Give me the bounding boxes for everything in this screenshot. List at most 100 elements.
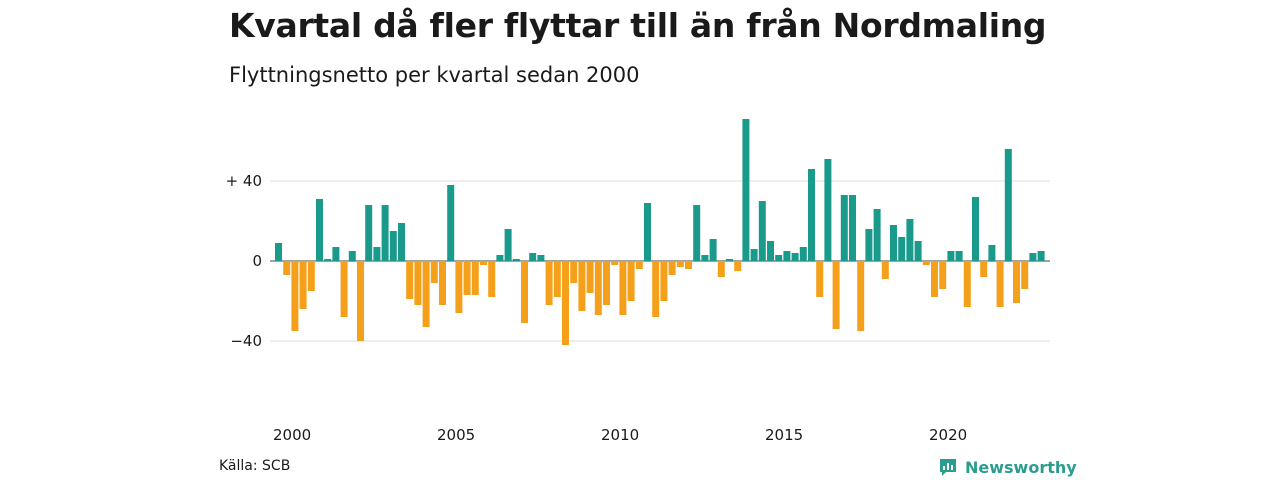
bar bbox=[816, 261, 824, 297]
bar bbox=[906, 219, 914, 261]
bars bbox=[275, 119, 1045, 345]
bar bbox=[947, 251, 955, 261]
bar bbox=[406, 261, 414, 299]
bar bbox=[1029, 253, 1037, 261]
bar bbox=[668, 261, 676, 275]
source-note: Källa: SCB bbox=[219, 458, 291, 474]
bar bbox=[488, 261, 496, 297]
y-axis-ticks: + 40 0 −40 bbox=[226, 172, 262, 350]
newsworthy-logo-icon bbox=[940, 459, 956, 476]
y-tick-label: 0 bbox=[252, 252, 262, 270]
bar bbox=[430, 261, 438, 283]
bar bbox=[881, 261, 889, 279]
bar bbox=[709, 239, 717, 261]
bar bbox=[931, 261, 938, 297]
bar bbox=[275, 243, 282, 261]
bar bbox=[340, 261, 348, 317]
bar bbox=[644, 203, 651, 261]
bar bbox=[799, 247, 807, 261]
bar bbox=[357, 261, 364, 341]
bar bbox=[529, 253, 537, 261]
y-tick-label: −40 bbox=[230, 332, 262, 350]
bar bbox=[455, 261, 463, 313]
bar bbox=[750, 249, 758, 261]
bar bbox=[627, 261, 635, 301]
x-tick-label: 2005 bbox=[437, 426, 475, 444]
bar bbox=[840, 195, 848, 261]
bar bbox=[578, 261, 586, 311]
bar bbox=[348, 251, 356, 261]
bar bbox=[389, 231, 397, 261]
bar bbox=[849, 195, 856, 261]
chart-title: Kvartal då fler flyttar till än från Nor… bbox=[229, 6, 1047, 45]
bar bbox=[537, 255, 545, 261]
bar bbox=[299, 261, 307, 309]
bar bbox=[619, 261, 627, 315]
bar bbox=[742, 119, 750, 261]
bar bbox=[865, 229, 873, 261]
bar bbox=[857, 261, 865, 331]
brand-logo: Newsworthy bbox=[938, 456, 1077, 478]
bar bbox=[480, 261, 487, 265]
bar bbox=[521, 261, 528, 323]
x-tick-label: 2020 bbox=[929, 426, 967, 444]
bar bbox=[717, 261, 725, 277]
x-tick-label: 2010 bbox=[601, 426, 639, 444]
bar bbox=[324, 259, 332, 261]
bar bbox=[398, 223, 405, 261]
chart-subtitle: Flyttningsnetto per kvartal sedan 2000 bbox=[229, 63, 640, 87]
bar bbox=[808, 169, 815, 261]
bar bbox=[652, 261, 660, 317]
bar bbox=[471, 261, 479, 295]
bar bbox=[316, 199, 323, 261]
bar bbox=[307, 261, 315, 291]
bar bbox=[996, 261, 1004, 307]
bar bbox=[972, 197, 979, 261]
bar bbox=[1037, 251, 1045, 261]
bar bbox=[873, 209, 881, 261]
bar bbox=[726, 259, 733, 261]
bar bbox=[955, 251, 963, 261]
bar bbox=[603, 261, 610, 305]
bar bbox=[512, 259, 520, 261]
bar bbox=[463, 261, 471, 295]
bar bbox=[775, 255, 783, 261]
bar bbox=[693, 205, 701, 261]
y-tick-label: + 40 bbox=[226, 172, 262, 190]
bar bbox=[685, 261, 692, 269]
bar bbox=[504, 229, 512, 261]
bar bbox=[1004, 149, 1012, 261]
bar bbox=[824, 159, 832, 261]
bar bbox=[553, 261, 561, 297]
bar bbox=[988, 245, 996, 261]
bar bbox=[1013, 261, 1020, 303]
bar bbox=[963, 261, 971, 307]
bar bbox=[562, 261, 569, 345]
bar bbox=[1021, 261, 1029, 289]
bar bbox=[496, 255, 504, 261]
bar bbox=[635, 261, 643, 269]
bar bbox=[890, 225, 897, 261]
bar bbox=[414, 261, 422, 305]
bar bbox=[586, 261, 594, 293]
bar bbox=[373, 247, 381, 261]
bar bbox=[758, 201, 766, 261]
bar bbox=[939, 261, 947, 289]
x-tick-label: 2000 bbox=[273, 426, 311, 444]
brand-name: Newsworthy bbox=[965, 457, 1077, 477]
bar bbox=[767, 241, 774, 261]
bar bbox=[447, 185, 455, 261]
bar bbox=[545, 261, 553, 305]
bar bbox=[332, 247, 340, 261]
bar bbox=[381, 205, 389, 261]
bar bbox=[611, 261, 619, 265]
bar bbox=[570, 261, 578, 283]
bar bbox=[291, 261, 299, 331]
bar bbox=[914, 241, 922, 261]
bar bbox=[365, 205, 373, 261]
bar bbox=[439, 261, 446, 305]
bar bbox=[660, 261, 668, 301]
x-tick-label: 2015 bbox=[765, 426, 803, 444]
bar bbox=[898, 237, 906, 261]
